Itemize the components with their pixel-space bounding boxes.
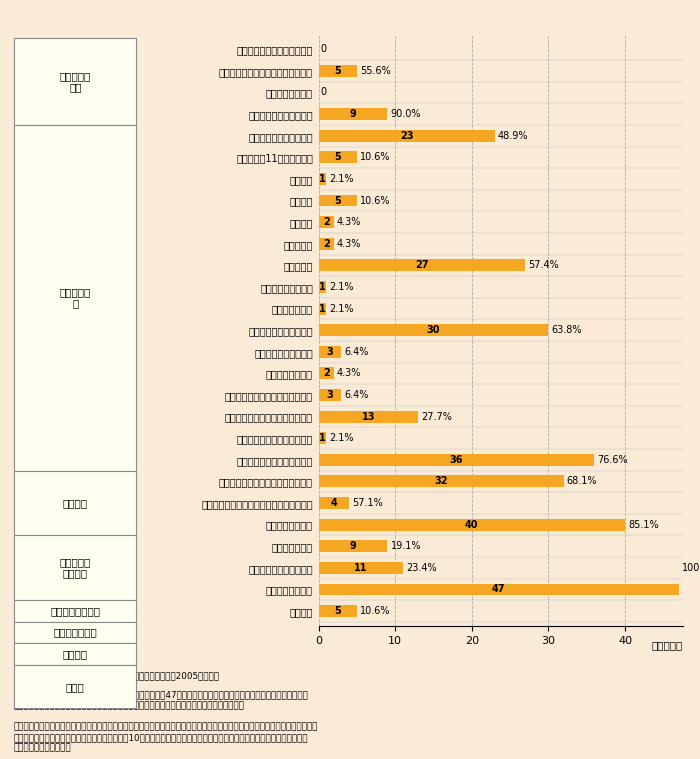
Bar: [318, 108, 388, 120]
Bar: [318, 303, 326, 314]
Text: 23: 23: [400, 131, 414, 140]
Text: 2: 2: [323, 217, 330, 227]
Text: 27.7%: 27.7%: [421, 411, 452, 421]
Text: 2.1%: 2.1%: [329, 433, 354, 443]
Text: 10.6%: 10.6%: [360, 196, 391, 206]
Text: 4.3%: 4.3%: [337, 239, 361, 249]
Bar: [318, 151, 357, 163]
Text: 32: 32: [435, 477, 448, 487]
Text: 5: 5: [335, 606, 341, 616]
Text: 47: 47: [492, 584, 505, 594]
Bar: [318, 433, 326, 444]
Bar: [318, 346, 342, 357]
Text: 10.6%: 10.6%: [360, 153, 391, 162]
Text: 57.1%: 57.1%: [352, 498, 383, 508]
Bar: [318, 238, 334, 250]
Text: 4.3%: 4.3%: [337, 368, 361, 379]
Text: 2: 2: [323, 368, 330, 379]
Text: 6.4%: 6.4%: [344, 390, 369, 400]
Text: 68.1%: 68.1%: [567, 477, 597, 487]
Text: 76.6%: 76.6%: [597, 455, 628, 465]
Text: 63.8%: 63.8%: [552, 325, 582, 335]
Text: 9: 9: [349, 109, 356, 119]
Text: 55.6%: 55.6%: [360, 66, 391, 76]
Text: 2: 2: [323, 239, 330, 249]
Text: 1: 1: [319, 433, 326, 443]
Text: 0: 0: [321, 87, 327, 97]
Text: 注1：上記の事業等は、注２の場合を除き、すべての都道府県（47団体）で実施しており、グラフの実数は独自事業（国基
　　　準への上乗せ事業または単独事業）を実施し: 注1：上記の事業等は、注２の場合を除き、すべての都道府県（47団体）で実施してお…: [14, 691, 309, 710]
Text: 23.4%: 23.4%: [406, 563, 437, 573]
Text: 医　療: 医 療: [66, 682, 85, 691]
Text: 1: 1: [319, 282, 326, 292]
Bar: [318, 194, 357, 206]
Text: 5: 5: [335, 153, 341, 162]
Text: 幼児教育: 幼児教育: [63, 498, 88, 508]
Text: 48.9%: 48.9%: [498, 131, 528, 140]
Bar: [318, 411, 418, 423]
Text: 資料：内閣府「地方自治体の独自子育て支援施策の実施状況調査」（2005年３月）: 資料：内閣府「地方自治体の独自子育て支援施策の実施状況調査」（2005年３月）: [14, 672, 220, 681]
Text: 85.1%: 85.1%: [628, 520, 659, 530]
Bar: [318, 605, 357, 617]
Text: 保育サービ
ス: 保育サービ ス: [60, 287, 91, 309]
Text: 地域子育て
支援: 地域子育て 支援: [60, 71, 91, 93]
Text: 13: 13: [362, 411, 375, 421]
Text: 40: 40: [465, 520, 479, 530]
Bar: [318, 584, 679, 595]
Text: 1: 1: [319, 174, 326, 184]
Text: 10.6%: 10.6%: [360, 606, 391, 616]
Text: 1: 1: [319, 304, 326, 313]
Bar: [318, 454, 594, 466]
Bar: [318, 130, 495, 142]
Text: 27: 27: [415, 260, 428, 270]
Text: 9: 9: [349, 541, 356, 551]
Text: 各種手当の支給: 各種手当の支給: [53, 628, 97, 638]
Text: 30: 30: [427, 325, 440, 335]
Text: 2.1%: 2.1%: [329, 174, 354, 184]
Text: 放課後児童
健全育成: 放課後児童 健全育成: [60, 557, 91, 578]
Text: 19.1%: 19.1%: [391, 541, 421, 551]
Bar: [318, 324, 548, 336]
Bar: [318, 518, 625, 531]
Text: 母子保健: 母子保健: [63, 649, 88, 660]
Text: （団体数）: （団体数）: [651, 641, 682, 650]
Bar: [318, 389, 342, 401]
Bar: [318, 260, 526, 271]
Text: 5: 5: [335, 66, 341, 76]
Text: 2.1%: 2.1%: [329, 282, 354, 292]
Bar: [318, 367, 334, 380]
Text: 6.4%: 6.4%: [344, 347, 369, 357]
Text: 3: 3: [327, 390, 333, 400]
Bar: [318, 540, 388, 553]
Text: 11: 11: [354, 563, 368, 573]
Text: 4.3%: 4.3%: [337, 217, 361, 227]
Bar: [318, 281, 326, 293]
Bar: [318, 475, 564, 487]
Bar: [318, 65, 357, 77]
Text: 2.1%: 2.1%: [329, 304, 354, 313]
Bar: [318, 562, 402, 574]
Text: 0: 0: [321, 44, 327, 55]
Text: 90.0%: 90.0%: [391, 109, 421, 119]
Bar: [318, 173, 326, 185]
Text: ２：「地域子育て支援センターの類似事業」、「つどいの広場の類似事業」及び「放課後児童健全育成事業以外の放課後対策」
　　　を実施している都道府県は、順に９団体、: ２：「地域子育て支援センターの類似事業」、「つどいの広場の類似事業」及び「放課後…: [14, 723, 318, 752]
Text: 57.4%: 57.4%: [528, 260, 559, 270]
Text: 3: 3: [327, 347, 333, 357]
Bar: [318, 216, 334, 228]
Text: ひとり親家庭支援: ひとり親家庭支援: [50, 606, 100, 616]
Text: 4: 4: [330, 498, 337, 508]
Text: 100.0%: 100.0%: [682, 563, 700, 573]
Text: 36: 36: [449, 455, 463, 465]
Text: 5: 5: [335, 196, 341, 206]
Bar: [318, 497, 349, 509]
